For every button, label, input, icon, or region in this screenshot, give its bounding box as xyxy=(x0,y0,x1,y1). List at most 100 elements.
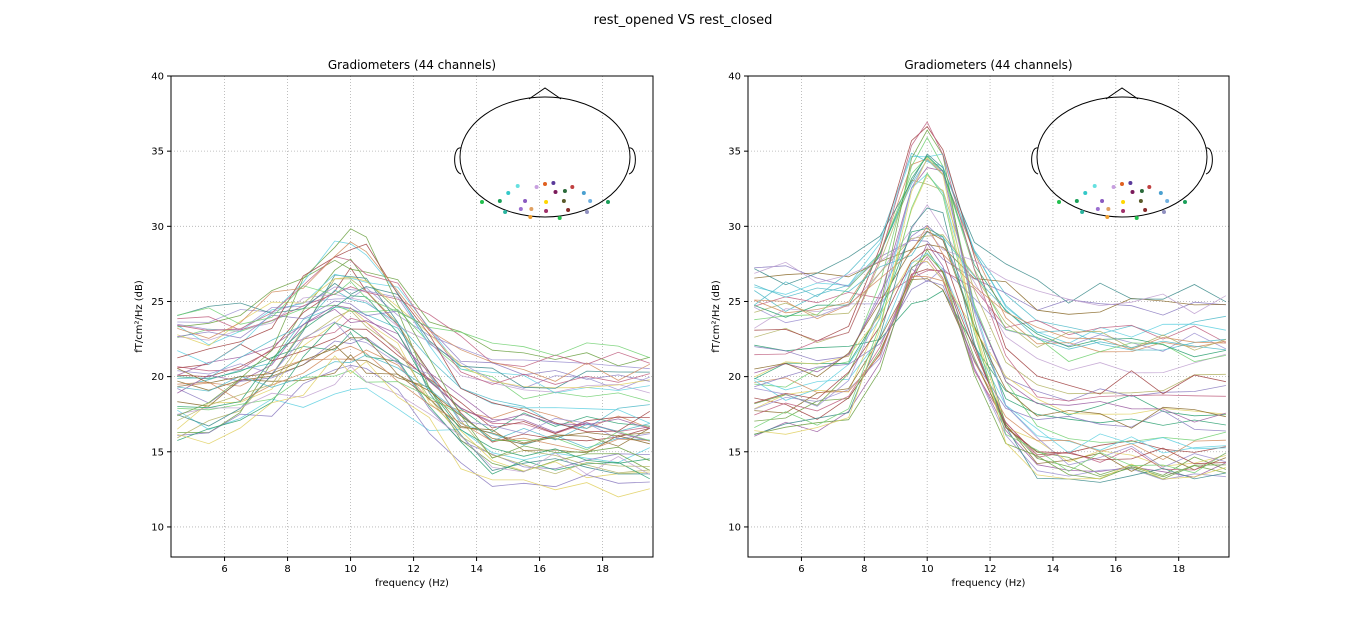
sensor-dot xyxy=(1128,181,1133,185)
x-tick-label: 6 xyxy=(798,564,804,575)
sensor-dot xyxy=(1092,184,1097,188)
sensor-dot xyxy=(1121,200,1126,204)
y-axis-label: fT/cm²/Hz (dB) xyxy=(711,280,722,353)
series-line xyxy=(177,280,650,359)
sensor-dot xyxy=(1143,208,1148,212)
sensor-dot xyxy=(1158,191,1163,195)
y-tick-label: 10 xyxy=(728,522,741,533)
head-outline xyxy=(459,96,631,218)
series-line xyxy=(754,125,1226,395)
sensor-dot xyxy=(562,189,567,193)
y-tick-label: 15 xyxy=(728,447,741,458)
series-line xyxy=(177,309,650,475)
series-line xyxy=(177,243,651,433)
series-line xyxy=(177,240,650,424)
sensor-dot xyxy=(557,216,562,220)
y-tick-label: 20 xyxy=(151,372,164,383)
sensor-dot xyxy=(1130,190,1135,194)
x-tick-label: 14 xyxy=(470,564,483,575)
sensor-dot xyxy=(581,191,586,195)
y-tick-label: 30 xyxy=(728,222,741,233)
series-line xyxy=(754,270,1227,344)
sensor-dot xyxy=(543,182,547,186)
head-ear-left xyxy=(454,147,462,175)
series-line xyxy=(177,364,650,488)
right-panel: 6 8 10 12 14 16 18 10 15 20 25 30 35 40 Gradiometers (… xyxy=(711,58,1230,589)
head-outline xyxy=(1036,96,1208,218)
sensor-head-inset xyxy=(454,87,636,220)
sensor-dot xyxy=(1111,185,1116,189)
sensor-dot xyxy=(1057,200,1061,204)
series-line xyxy=(177,228,650,462)
series-line xyxy=(177,276,650,389)
series-line xyxy=(177,300,650,382)
y-tick-label: 40 xyxy=(151,72,164,83)
series-line xyxy=(177,354,650,442)
series-line xyxy=(177,287,650,370)
x-tick-label: 10 xyxy=(921,564,934,575)
series-line xyxy=(754,268,1226,456)
y-tick-label: 40 xyxy=(728,72,741,83)
sensor-dot xyxy=(1106,207,1111,211)
sensor-dot xyxy=(570,185,575,189)
series-line xyxy=(754,155,1226,358)
figure-title: rest_opened VS rest_closed xyxy=(594,13,773,28)
series-line xyxy=(754,248,1226,465)
head-nose xyxy=(528,87,562,100)
x-tick-label: 18 xyxy=(596,564,609,575)
y-tick-label: 15 xyxy=(151,447,164,458)
series-line xyxy=(754,174,1226,467)
sensor-dot xyxy=(544,200,549,204)
sensor-dot xyxy=(523,199,528,203)
left-panel: 6 8 10 12 14 16 18 10 15 20 25 30 35 40 Gradiometers (… xyxy=(134,58,654,589)
y-tick-label: 25 xyxy=(151,297,164,308)
series-line xyxy=(754,275,1226,461)
series-line xyxy=(177,273,650,394)
series-line xyxy=(754,230,1227,315)
sensor-dot xyxy=(585,210,589,214)
y-tick-label: 10 xyxy=(151,522,164,533)
series-line xyxy=(177,274,650,475)
series-line xyxy=(754,234,1227,351)
x-tick-label: 8 xyxy=(284,564,290,575)
series-line xyxy=(177,322,650,480)
sensor-dot xyxy=(1074,199,1079,203)
sensor-dot xyxy=(553,190,558,194)
series-line xyxy=(177,370,650,451)
x-tick-label: 18 xyxy=(1172,564,1185,575)
sensor-dot xyxy=(529,207,534,211)
series-line xyxy=(754,173,1226,454)
sensor-head-inset xyxy=(1031,87,1213,220)
series-line xyxy=(177,331,650,433)
sensor-dot xyxy=(551,181,556,185)
series-line xyxy=(754,225,1226,350)
series-line xyxy=(754,252,1226,454)
sensor-dot xyxy=(1120,182,1124,186)
head-ear-left xyxy=(1031,147,1039,175)
y-tick-label: 30 xyxy=(151,222,164,233)
head-ear-right xyxy=(1205,147,1213,175)
series-line xyxy=(177,317,650,435)
sensor-dot xyxy=(561,199,566,203)
y-tick-label: 25 xyxy=(728,297,741,308)
series-line xyxy=(177,256,650,385)
sensor-dot xyxy=(497,199,502,203)
series-line xyxy=(177,337,650,445)
series-line xyxy=(754,158,1226,468)
series-group xyxy=(754,121,1227,483)
plot-frame xyxy=(747,75,1230,558)
sensor-dot xyxy=(503,210,508,214)
sensor-dot xyxy=(506,191,511,195)
sensor-dot xyxy=(1100,199,1105,203)
series-line xyxy=(177,304,650,402)
sensor-dot xyxy=(1165,199,1170,203)
panel-title: Gradiometers (44 channels) xyxy=(904,58,1072,72)
x-tick-label: 12 xyxy=(407,564,420,575)
series-line xyxy=(177,328,650,434)
series-line xyxy=(177,307,650,479)
y-axis-label: fT/cm²/Hz (dB) xyxy=(134,280,145,353)
x-axis-label: frequency (Hz) xyxy=(375,578,449,589)
sensor-dot xyxy=(1138,199,1143,203)
series-line xyxy=(754,129,1226,480)
